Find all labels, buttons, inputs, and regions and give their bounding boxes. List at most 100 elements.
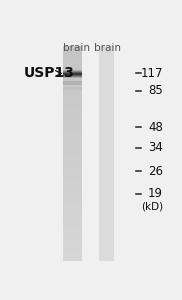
Bar [63, 208, 82, 210]
Bar [63, 162, 82, 164]
Bar [63, 246, 82, 247]
Bar [63, 226, 82, 227]
Bar [63, 231, 82, 232]
Bar [63, 234, 82, 236]
Bar [63, 132, 82, 134]
Bar [63, 102, 82, 103]
Bar [63, 63, 82, 65]
Bar [63, 257, 82, 258]
Bar [63, 70, 82, 71]
Bar [63, 50, 82, 51]
Bar [63, 150, 82, 152]
Bar [63, 118, 82, 119]
Bar [63, 189, 82, 190]
Bar [63, 86, 82, 87]
Bar [63, 165, 82, 167]
Bar [63, 93, 82, 95]
Text: 85: 85 [148, 84, 163, 97]
Bar [63, 248, 82, 249]
Bar [63, 207, 82, 208]
Bar [63, 87, 82, 88]
Bar [63, 196, 82, 197]
Bar [63, 74, 82, 75]
Bar [63, 72, 82, 73]
Bar [63, 157, 82, 158]
Bar [63, 99, 82, 100]
Bar [63, 77, 82, 78]
Bar [63, 129, 82, 130]
Bar [63, 147, 82, 148]
Bar [63, 163, 82, 165]
Bar [63, 84, 82, 85]
Bar [63, 149, 82, 151]
Bar [63, 158, 82, 159]
Bar [63, 260, 82, 261]
Bar [63, 176, 82, 177]
Bar [63, 201, 82, 202]
Bar [63, 178, 82, 180]
Bar [63, 250, 82, 252]
Bar [63, 200, 82, 201]
Bar [63, 254, 82, 256]
Bar [63, 161, 82, 162]
Bar [63, 232, 82, 233]
Bar [63, 146, 82, 147]
Bar [63, 111, 82, 112]
Bar [63, 203, 82, 204]
Bar [63, 62, 82, 64]
Bar [63, 254, 82, 255]
Bar [63, 106, 82, 108]
Bar [63, 68, 82, 69]
Bar [63, 206, 82, 208]
Bar [63, 229, 82, 230]
Bar [63, 98, 82, 99]
Bar [63, 77, 82, 79]
Bar [63, 171, 82, 172]
Text: 48: 48 [148, 121, 163, 134]
Text: 34: 34 [148, 141, 163, 154]
Bar [63, 224, 82, 226]
Bar [63, 236, 82, 238]
Bar [63, 192, 82, 194]
Bar [63, 183, 82, 184]
Bar [63, 164, 82, 166]
Bar [63, 76, 82, 77]
Bar [63, 244, 82, 245]
Bar [63, 249, 82, 250]
Bar [63, 75, 82, 76]
Bar [63, 228, 82, 229]
Bar [63, 109, 82, 110]
Bar [63, 172, 82, 173]
Bar [63, 114, 82, 115]
Bar [63, 72, 82, 73]
Bar [63, 67, 82, 68]
Bar [63, 167, 82, 169]
Bar [63, 73, 82, 74]
Bar [63, 73, 82, 74]
Bar [63, 152, 82, 153]
Bar [63, 75, 82, 76]
Bar [63, 70, 82, 71]
Bar [63, 235, 82, 236]
Bar [63, 239, 82, 241]
Bar [63, 77, 82, 78]
Bar [99, 46, 114, 261]
Bar [63, 199, 82, 200]
Bar [63, 251, 82, 253]
Bar [63, 89, 82, 90]
Text: 19: 19 [148, 187, 163, 200]
Bar [63, 119, 82, 121]
Bar [63, 85, 82, 86]
Bar [63, 97, 82, 98]
Bar [63, 117, 82, 118]
Bar [63, 91, 82, 93]
Bar [63, 216, 82, 217]
Bar [63, 174, 82, 175]
Bar [63, 188, 82, 189]
Bar [63, 230, 82, 231]
Bar [63, 80, 82, 81]
Bar [63, 58, 82, 59]
Bar [63, 82, 82, 83]
Bar [63, 126, 82, 127]
Bar [63, 191, 82, 193]
